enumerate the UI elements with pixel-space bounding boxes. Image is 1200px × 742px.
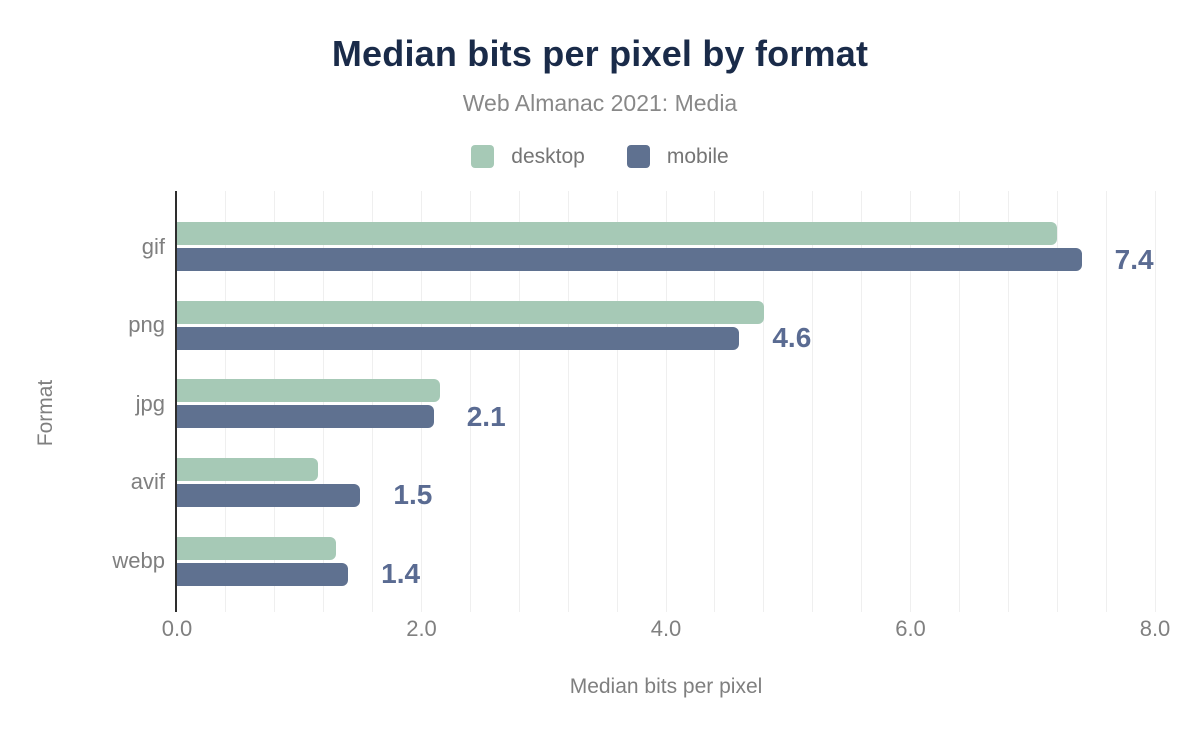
chart-subtitle: Web Almanac 2021: Media (462, 90, 738, 116)
gridline (665, 191, 667, 612)
legend-item-mobile: mobile (626, 145, 729, 168)
x-tick-label-8.0: 8.0 (1139, 616, 1171, 641)
bar-desktop-gif (177, 222, 1058, 245)
x-axis-title: Median bits per pixel (569, 675, 763, 698)
category-label-png: png (128, 312, 165, 338)
gridline (1056, 191, 1058, 612)
legend-label-mobile: mobile (666, 145, 729, 168)
gridline (958, 191, 960, 612)
x-tick-label-6.0: 6.0 (895, 616, 926, 641)
gridline (1007, 191, 1009, 612)
bar-mobile-jpg (177, 405, 434, 429)
x-tick-label-0.0: 0.0 (161, 616, 193, 641)
legend-item-desktop: desktop (471, 145, 585, 168)
desktop-legend-swatch-icon (471, 145, 495, 168)
gridline (1154, 191, 1156, 612)
value-label-gif: 7.4 (1114, 243, 1154, 275)
bar-desktop-webp (177, 536, 336, 560)
bar-mobile-avif (177, 483, 361, 507)
gridline (616, 191, 618, 612)
bar-mobile-gif (177, 248, 1082, 271)
legend-label-desktop: desktop (511, 145, 585, 168)
x-tick-label-2.0: 2.0 (406, 616, 437, 641)
gridline (714, 191, 716, 612)
gridline (1105, 191, 1107, 612)
category-label-jpg: jpg (135, 390, 165, 416)
category-label-avif: avif (130, 469, 165, 495)
gridline (812, 191, 814, 612)
value-label-png: 4.6 (772, 322, 812, 354)
y-axis-title: Format (34, 379, 57, 447)
value-label-avif: 1.5 (393, 479, 433, 511)
gridline (763, 191, 765, 612)
legend: desktop mobile (0, 145, 1200, 168)
gridline (861, 191, 863, 612)
gridline (910, 191, 911, 612)
mobile-legend-swatch-icon (626, 145, 650, 168)
category-label-webp: webp (112, 548, 165, 574)
y-axis-line (175, 191, 177, 612)
plot-area: gif 7.4 png 4.6 jpg 2.1 avif 1.5 webp 1.4 0.0 2.0 4.… (112, 191, 1170, 641)
gridline (567, 191, 569, 612)
gridline (469, 191, 471, 612)
value-label-jpg: 2.1 (466, 400, 506, 432)
gridline (518, 191, 520, 612)
value-label-webp: 1.4 (381, 558, 421, 590)
x-tick-label-4.0: 4.0 (650, 616, 682, 641)
bar-desktop-jpg (177, 379, 440, 403)
bar-desktop-png (177, 300, 764, 324)
chart-title: Median bits per pixel by format (331, 33, 869, 74)
bar-desktop-avif (177, 457, 318, 481)
bar-mobile-png (177, 326, 740, 350)
bar-mobile-webp (177, 562, 349, 586)
category-label-gif: gif (141, 233, 165, 259)
